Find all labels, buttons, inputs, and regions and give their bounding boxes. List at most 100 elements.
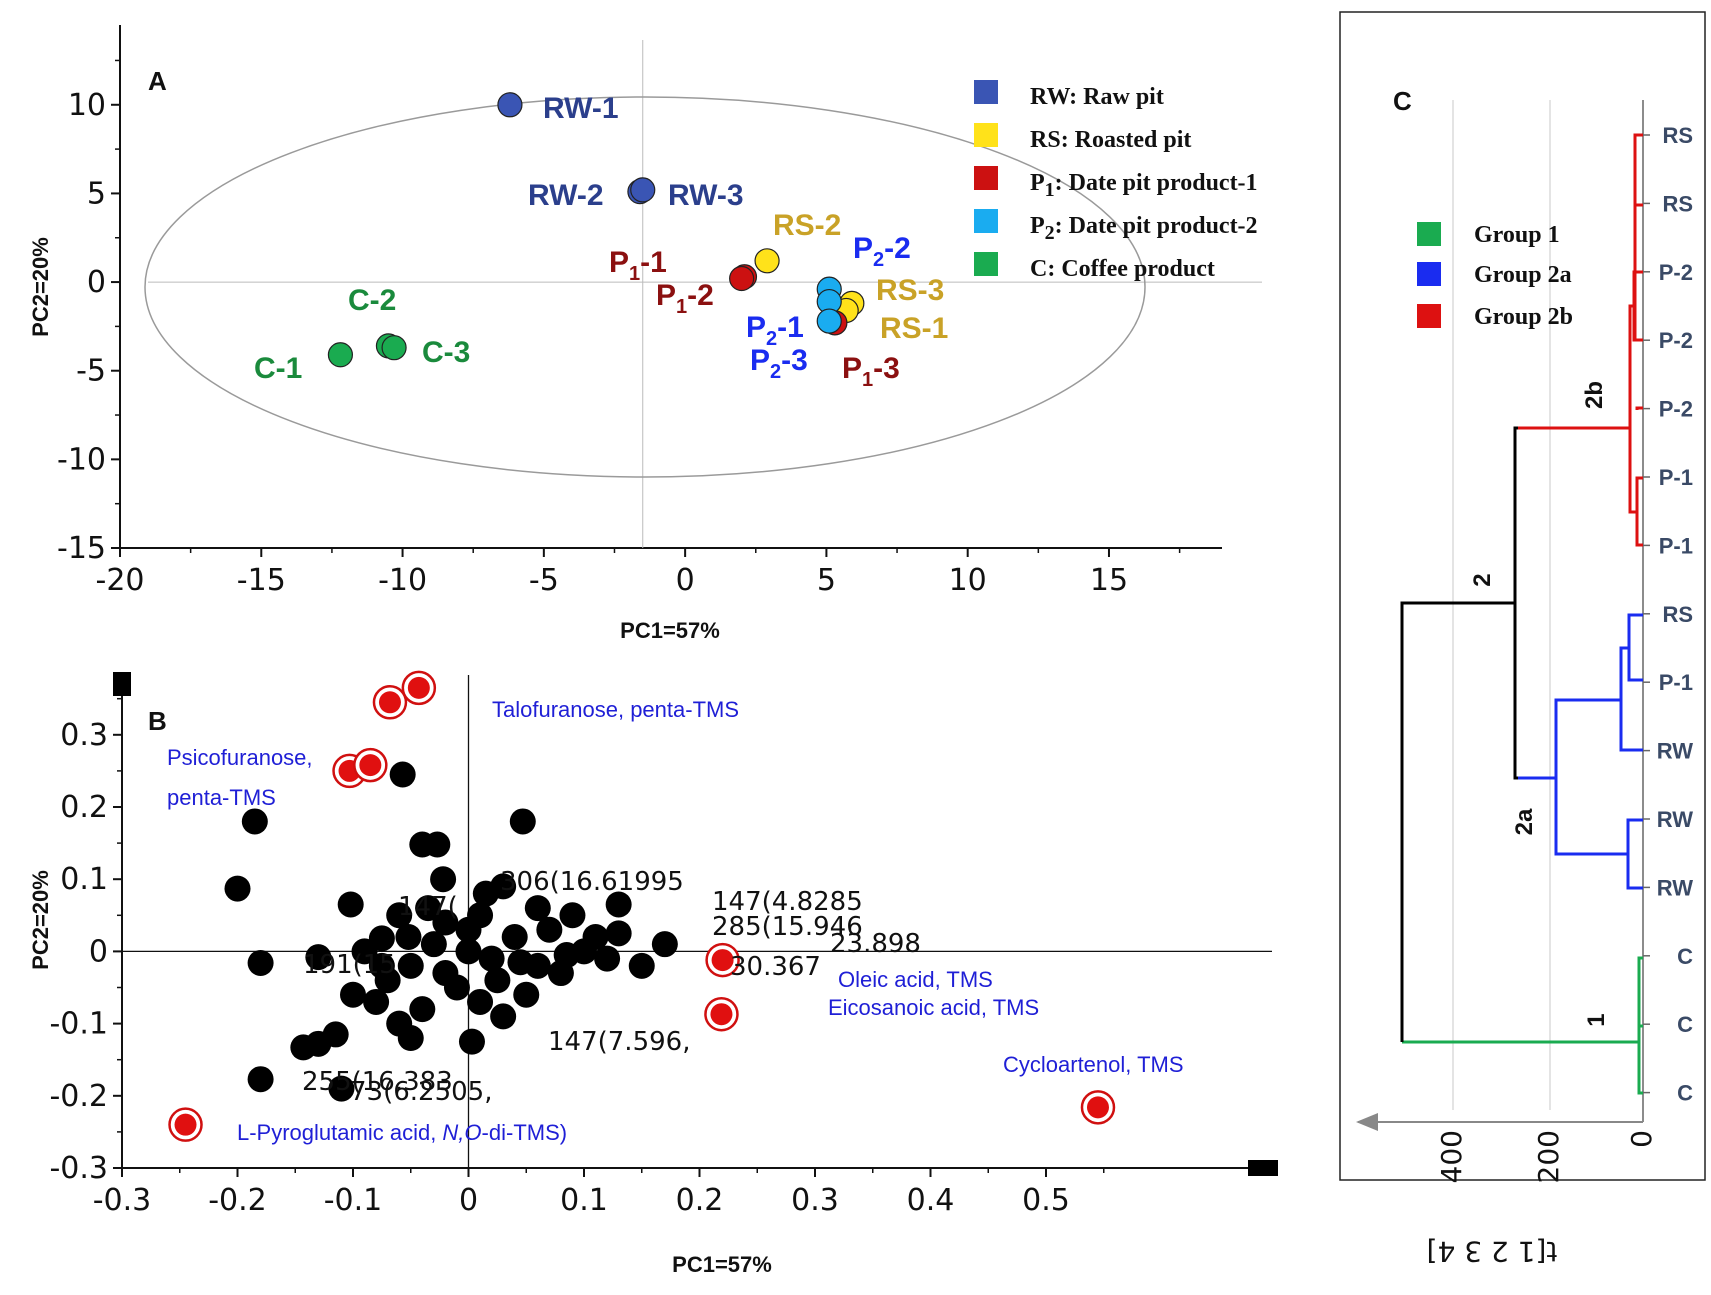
annotation-talofuranose: Talofuranose, penta-TMS bbox=[492, 697, 739, 722]
label-c-1: C-1 bbox=[254, 352, 302, 385]
b-loading-point bbox=[241, 808, 268, 835]
panel-b: -0.3 -0.2 -0.1 0 0.1 0.2 0.3 0.4 0.5 0.3 0.2 0.1 0 -0… bbox=[28, 670, 1278, 1277]
b-points bbox=[168, 670, 1116, 1142]
label-p2-2: P2-2 bbox=[853, 232, 911, 271]
b-loading-point bbox=[594, 945, 621, 972]
loading-label-2: 285(15.946 bbox=[712, 912, 863, 942]
c-legend-swatch-group2b bbox=[1417, 304, 1441, 328]
label-rw-2: RW-2 bbox=[528, 179, 604, 212]
b-loading-point bbox=[536, 916, 563, 943]
b-x-tick-label: 0.4 bbox=[907, 1183, 955, 1218]
legend-label-p2: P2: Date pit product-2 bbox=[1030, 213, 1258, 244]
b-loading-point bbox=[351, 938, 378, 965]
b-loading-point bbox=[305, 944, 332, 971]
b-loading-point bbox=[247, 1066, 274, 1093]
dendrogram-group-2a bbox=[1516, 613, 1643, 890]
c-leaf-label: P-1 bbox=[1659, 670, 1693, 695]
b-loading-labels: 147(4.8285 285(15.946 147( 306(16.61995 … bbox=[302, 867, 921, 1107]
a-x-tick-label: 5 bbox=[817, 563, 836, 598]
b-loading-point bbox=[582, 923, 609, 950]
b-loading-point bbox=[395, 923, 422, 950]
a-y-tick-label: 10 bbox=[68, 88, 106, 123]
branch-2-join bbox=[1513, 426, 1518, 780]
c-leaf-label: RW bbox=[1657, 739, 1693, 764]
a-x-tick-label: -10 bbox=[378, 563, 427, 598]
annotation-eicosanoic-acid: Eicosanoic acid, TMS bbox=[828, 995, 1039, 1020]
b-loading-point bbox=[478, 945, 505, 972]
loading-label-8: 191(15 bbox=[303, 950, 396, 980]
c-leaf-label: P-2 bbox=[1659, 260, 1693, 285]
b-loading-point bbox=[430, 866, 457, 893]
legend-label-c: C: Coffee product bbox=[1030, 256, 1215, 282]
b-highlight-point bbox=[174, 1113, 197, 1136]
b-highlight-point bbox=[378, 691, 401, 714]
b-axis-end-marker-right bbox=[1248, 1160, 1278, 1176]
a-y-tick-label: 0 bbox=[87, 265, 106, 300]
b-x-tick-label: -0.1 bbox=[324, 1183, 383, 1218]
b-loading-point bbox=[424, 831, 451, 858]
annotation-pyroglutamic-acid: L-Pyroglutamic acid, N,O-di-TMS) bbox=[237, 1120, 567, 1145]
b-loading-point bbox=[368, 952, 395, 979]
c-leaf-label: P-2 bbox=[1659, 397, 1693, 422]
a-hotelling-ellipse bbox=[144, 96, 1146, 478]
a-x-tick-label: -20 bbox=[96, 563, 145, 598]
b-loading-point bbox=[247, 949, 274, 976]
a-x-tick-label: 10 bbox=[949, 563, 987, 598]
c-leaf-label: C bbox=[1677, 944, 1693, 969]
cluster-label-2: 2 bbox=[1469, 573, 1496, 586]
b-highlight-point bbox=[710, 1003, 733, 1026]
loading-label-10: 23.898 bbox=[830, 929, 921, 959]
b-loading-point bbox=[432, 960, 459, 987]
loading-label-5: 255(16.383 bbox=[302, 1067, 453, 1097]
dendrogram-group-2b bbox=[1518, 133, 1643, 547]
b-loading-point bbox=[467, 988, 494, 1015]
c-legend-label-group2b: Group 2b bbox=[1474, 304, 1573, 330]
label-rs-2: RS-2 bbox=[773, 209, 841, 242]
b-x-tick-label: 0.2 bbox=[676, 1183, 724, 1218]
b-loading-point bbox=[455, 916, 482, 943]
dendrogram-root bbox=[1400, 426, 1518, 1042]
a-x-tick-label: 0 bbox=[676, 563, 695, 598]
b-loading-point bbox=[340, 981, 366, 1008]
legend-label-rs: RS: Roasted pit bbox=[1030, 127, 1191, 153]
a-y-tick-label: -5 bbox=[76, 354, 106, 389]
c-legend-label-group1: Group 1 bbox=[1474, 222, 1560, 248]
b-axis-end-marker-top bbox=[113, 672, 131, 696]
b-x-tick-label: 0.1 bbox=[560, 1183, 608, 1218]
b-loading-point bbox=[605, 891, 632, 918]
b-highlight-point bbox=[1086, 1096, 1109, 1119]
label-p2-3: P2-3 bbox=[750, 344, 808, 383]
annotation-cycloartenol: Cycloartenol, TMS bbox=[1003, 1052, 1184, 1077]
a-y-tick-label: -10 bbox=[57, 442, 106, 477]
cluster-label-2a: 2a bbox=[1511, 808, 1538, 835]
branch-2a-rw-pair bbox=[1626, 818, 1643, 890]
c-leaf-label: RS bbox=[1662, 602, 1693, 627]
b-loading-point bbox=[432, 909, 459, 936]
b-loading-point bbox=[484, 967, 511, 994]
b-ticks: -0.3 -0.2 -0.1 0 0.1 0.2 0.3 0.4 0.5 0.3 0.2 0.1 0 -0… bbox=[49, 697, 1105, 1218]
loading-label-4: 306(16.61995 bbox=[500, 867, 684, 897]
branch-2a-join bbox=[1554, 698, 1628, 856]
c-leaf-label: RS bbox=[1662, 123, 1693, 148]
b-highlight-point bbox=[711, 949, 734, 972]
b-loading-point bbox=[553, 942, 580, 969]
b-loading-point bbox=[397, 952, 424, 979]
label-p2-1: P2-1 bbox=[746, 311, 804, 350]
c-axis-arrow bbox=[1356, 1113, 1378, 1131]
c-leaf-label: P-1 bbox=[1659, 533, 1693, 558]
b-loading-point bbox=[397, 1025, 424, 1052]
loading-label-9: 30.367 bbox=[730, 952, 821, 982]
legend-swatch-p1 bbox=[974, 166, 998, 190]
c-tick-0: 0 bbox=[1625, 1130, 1658, 1148]
a-x-tick-label: -15 bbox=[237, 563, 286, 598]
a-score-labels: RW-1 RW-2 RW-3 RS-2 RS-3 RS-1 P1-1 P1-2 … bbox=[254, 92, 948, 391]
branch-root bbox=[1400, 601, 1515, 1042]
label-p1-3: P1-3 bbox=[842, 352, 900, 391]
a-point-rs-2 bbox=[754, 248, 780, 274]
c-legend-swatch-group1 bbox=[1417, 222, 1441, 246]
label-rs-1: RS-1 bbox=[880, 312, 948, 345]
b-x-tick-label: 0.5 bbox=[1022, 1183, 1070, 1218]
b-x-tick-label: -0.3 bbox=[93, 1183, 152, 1218]
c-legend-label-group2a: Group 2a bbox=[1474, 262, 1572, 288]
